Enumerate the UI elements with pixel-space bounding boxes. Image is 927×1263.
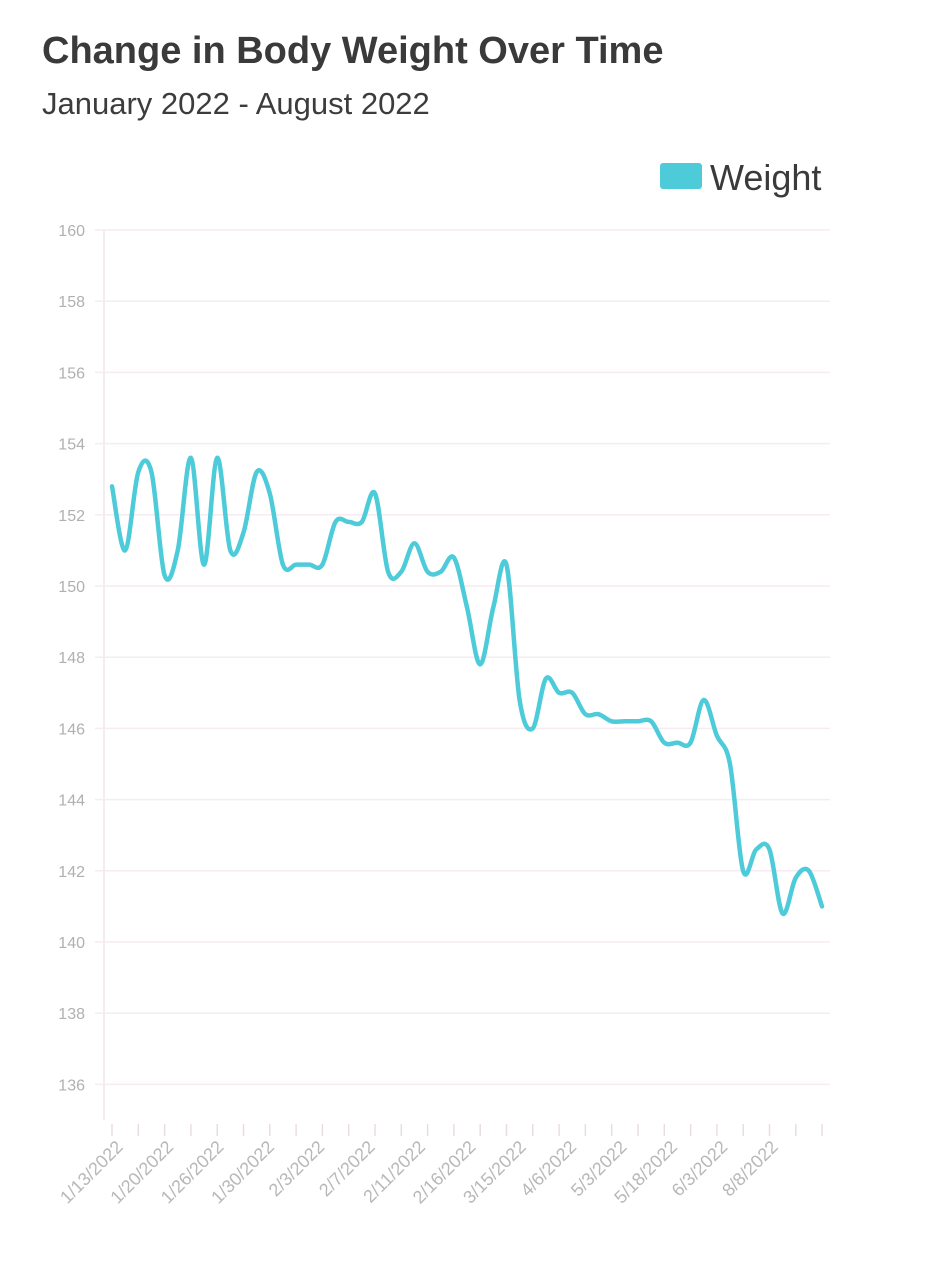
data-point: [110, 484, 114, 488]
y-tick-label-140: 140: [58, 935, 85, 952]
data-point: [320, 563, 324, 567]
data-point: [610, 719, 614, 723]
y-tick-label-150: 150: [58, 579, 85, 596]
data-point: [623, 719, 627, 723]
y-tick-label-144: 144: [58, 793, 85, 810]
data-point: [373, 491, 377, 495]
data-point: [781, 912, 785, 916]
y-tick-label-154: 154: [58, 437, 85, 454]
data-point: [649, 719, 653, 723]
y-tick-label-160: 160: [58, 223, 85, 240]
data-point: [675, 741, 679, 745]
series-line-weight: [109, 455, 825, 916]
data-point: [491, 605, 495, 609]
data-point: [689, 741, 693, 745]
y-tick-label-158: 158: [58, 294, 85, 311]
data-point: [281, 563, 285, 567]
data-point: [399, 570, 403, 574]
data-point: [504, 563, 508, 567]
data-point: [702, 698, 706, 702]
data-point: [544, 677, 548, 681]
data-point: [163, 573, 167, 577]
y-axis-ticks: 136 138 140 142 144 146 148 150 152 154 156 158 160: [58, 223, 85, 1094]
data-point: [728, 762, 732, 766]
data-point: [360, 520, 364, 524]
x-tick-label: 8/8/2022: [718, 1137, 782, 1201]
legend-label-weight: Weight: [710, 157, 821, 198]
data-point: [820, 904, 824, 908]
y-tick-label-136: 136: [58, 1077, 85, 1094]
data-point: [215, 456, 219, 460]
data-point: [596, 712, 600, 716]
data-point: [557, 691, 561, 695]
data-point: [807, 869, 811, 873]
data-point: [241, 531, 245, 535]
y-tick-label-142: 142: [58, 864, 85, 881]
data-point: [307, 563, 311, 567]
data-point: [452, 556, 456, 560]
chart-subtitle: January 2022 - August 2022: [42, 86, 430, 121]
data-point: [412, 541, 416, 545]
data-point: [386, 570, 390, 574]
y-tick-label-146: 146: [58, 721, 85, 738]
data-point: [228, 548, 232, 552]
data-point: [531, 726, 535, 730]
data-point: [189, 456, 193, 460]
y-tick-label-138: 138: [58, 1006, 85, 1023]
data-point: [426, 570, 430, 574]
data-point: [518, 698, 522, 702]
data-point: [478, 662, 482, 666]
data-point: [570, 691, 574, 695]
grid-lines: [95, 229, 830, 1120]
data-point: [715, 734, 719, 738]
data-point: [741, 869, 745, 873]
data-point: [636, 719, 640, 723]
legend[interactable]: Weight: [660, 157, 821, 198]
data-point: [255, 470, 259, 474]
data-point: [439, 570, 443, 574]
data-point: [149, 470, 153, 474]
data-point: [662, 741, 666, 745]
data-point: [583, 712, 587, 716]
data-point: [465, 605, 469, 609]
y-tick-label-152: 152: [58, 508, 85, 525]
data-point: [176, 548, 180, 552]
series-group: [109, 455, 825, 916]
data-point: [347, 520, 351, 524]
chart-title: Change in Body Weight Over Time: [42, 30, 664, 72]
data-point: [334, 520, 338, 524]
y-tick-label-156: 156: [58, 365, 85, 382]
data-point: [754, 847, 758, 851]
data-point: [294, 563, 298, 567]
data-point: [136, 470, 140, 474]
data-point: [794, 876, 798, 880]
x-axis-ticks: 1/13/20221/20/20221/26/20221/30/20222/3/…: [56, 1124, 823, 1207]
data-point: [123, 548, 127, 552]
y-tick-label-148: 148: [58, 650, 85, 667]
legend-swatch: [660, 163, 702, 189]
data-point: [268, 491, 272, 495]
data-point: [767, 847, 771, 851]
data-point: [202, 563, 206, 567]
